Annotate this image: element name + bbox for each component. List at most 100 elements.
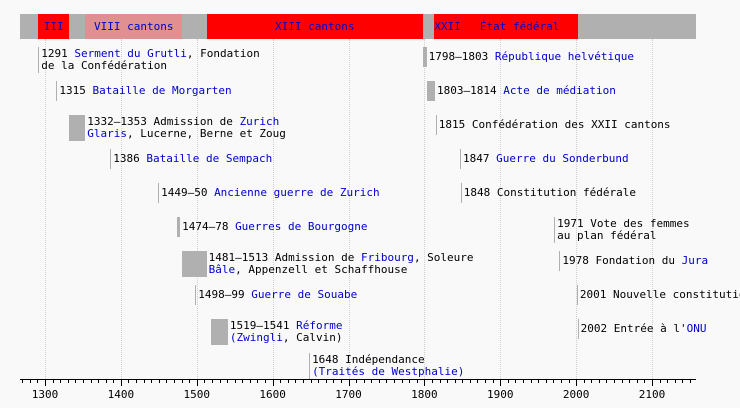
event-label: 1803–1814 Acte de médiation: [437, 85, 616, 97]
period-band-label[interactable]: XXII: [434, 20, 461, 33]
event-bar: [435, 115, 437, 135]
link-serment-du-grutli[interactable]: Serment du Grutli: [74, 47, 187, 60]
axis-tick: [439, 380, 441, 383]
axis-tick: [682, 380, 684, 383]
event-label: 1815 Confédération des XXII cantons: [439, 119, 671, 131]
axis-tick: [674, 380, 676, 383]
axis-tick: [621, 380, 623, 383]
axis-tick: [310, 380, 312, 383]
event-label-line: 2002 Entrée à l'ONU: [581, 323, 707, 335]
axis-tick: [431, 380, 433, 383]
event-text: 1815 Confédération des XXII cantons: [438, 118, 671, 131]
axis-tick: [196, 380, 198, 386]
period-band-label[interactable]: III: [43, 20, 64, 33]
link-acte-de-mediation[interactable]: Acte de médiation: [503, 84, 616, 97]
link-zwingli[interactable]: (Zwingli: [229, 331, 283, 344]
link-zurich[interactable]: Zurich: [239, 115, 280, 128]
axis-tick: [242, 380, 244, 383]
period-band: [422, 14, 435, 39]
axis-tick: [598, 380, 600, 383]
link-guerres-de-bourgogne[interactable]: Guerres de Bourgogne: [235, 220, 368, 233]
axis-tick: [356, 380, 358, 383]
link-bataille-de-morgarten[interactable]: Bataille de Morgarten: [92, 84, 232, 97]
year-tick-label: 1800: [411, 388, 438, 401]
event-bar: [422, 47, 427, 67]
event-label-line: 1848 Constitution fédérale: [464, 187, 636, 199]
axis-tick: [477, 380, 479, 383]
event-label-line: 1481–1513 Admission de Fribourg, Soleure: [209, 252, 474, 264]
link-reforme[interactable]: Réforme: [296, 319, 343, 332]
event-label: 1978 Fondation du Jura: [562, 255, 708, 267]
axis-tick: [523, 380, 525, 383]
axis-tick: [318, 380, 320, 383]
event-label: 1848 Constitution fédérale: [464, 187, 636, 199]
link-traites-de-westphalie[interactable]: (Traités de Westphalie): [312, 365, 465, 378]
link-guerre-du-sonderbund[interactable]: Guerre du Sonderbund: [496, 152, 629, 165]
link-bataille-de-sempach[interactable]: Bataille de Sempach: [146, 152, 273, 165]
period-band-label[interactable]: XIII cantons: [274, 20, 355, 33]
axis-tick: [22, 380, 24, 383]
period-band: [38, 14, 70, 39]
event-text: au plan fédéral: [557, 229, 657, 242]
axis-tick: [507, 380, 509, 383]
event-text: 1481–1513 Admission de: [208, 251, 361, 264]
axis-tick: [204, 380, 206, 383]
axis-tick: [143, 380, 145, 383]
link-ancienne-guerre-de-zurich[interactable]: Ancienne guerre de Zurich: [214, 186, 380, 199]
link-glaris[interactable]: Glaris: [87, 127, 127, 140]
period-band-label[interactable]: VIII cantons: [94, 20, 174, 33]
axis-tick: [45, 380, 47, 386]
event-text: , Fondation: [186, 47, 260, 60]
link-republique-helvetique[interactable]: République helvétique: [494, 50, 634, 63]
period-band-label[interactable]: État fédéral: [479, 20, 560, 33]
event-label-line: 1803–1814 Acte de médiation: [437, 85, 616, 97]
event-label: 2002 Entrée à l'ONU: [581, 323, 707, 335]
event-bar: [460, 149, 462, 169]
link-bale[interactable]: Bâle: [208, 263, 236, 276]
event-bar: [110, 149, 112, 169]
event-bar: [182, 251, 207, 277]
event-text: 1386: [113, 152, 147, 165]
event-bar: [56, 81, 58, 101]
axis-tick: [560, 380, 562, 383]
axis-tick: [90, 380, 92, 383]
event-text: 1848 Constitution fédérale: [463, 186, 636, 199]
event-label-line: 1971 Vote des femmes: [557, 218, 689, 230]
axis-tick: [105, 380, 107, 383]
axis-tick: [340, 380, 342, 383]
event-bar: [554, 217, 556, 243]
event-text: 1978 Fondation du: [562, 254, 682, 267]
period-band: [85, 14, 183, 39]
axis-tick: [37, 380, 39, 383]
axis-tick: [302, 380, 304, 383]
axis-tick: [636, 380, 638, 383]
axis-tick: [166, 380, 168, 383]
axis-tick: [545, 380, 547, 383]
event-label-line: 1815 Confédération des XXII cantons: [439, 119, 671, 131]
axis-tick: [659, 380, 661, 383]
event-label: 1386 Bataille de Sempach: [113, 153, 272, 165]
axis-tick: [128, 380, 130, 383]
year-tick-label: 1700: [335, 388, 362, 401]
link-jura[interactable]: Jura: [681, 254, 709, 267]
event-label-line: (Traités de Westphalie): [312, 366, 464, 378]
axis-tick: [257, 380, 259, 383]
gridline: [500, 39, 502, 379]
gridline: [576, 39, 578, 379]
axis-tick: [644, 380, 646, 383]
event-label-line: 1847 Guerre du Sonderbund: [463, 153, 629, 165]
axis-tick: [174, 380, 176, 383]
event-bar: [559, 251, 561, 271]
event-bar: [158, 183, 160, 203]
event-bar: [69, 115, 86, 141]
link-fribourg[interactable]: Fribourg: [360, 251, 414, 264]
axis-tick: [227, 380, 229, 383]
event-label-line: Bâle, Appenzell et Schaffhouse: [209, 264, 474, 276]
link-onu[interactable]: ONU: [686, 322, 707, 335]
axis-tick: [515, 380, 517, 383]
event-label-line: 1474–78 Guerres de Bourgogne: [182, 221, 367, 233]
link-guerre-de-souabe[interactable]: Guerre de Souabe: [251, 288, 358, 301]
axis-tick: [416, 380, 418, 383]
year-tick-label: 1600: [259, 388, 286, 401]
axis-tick: [378, 380, 380, 383]
